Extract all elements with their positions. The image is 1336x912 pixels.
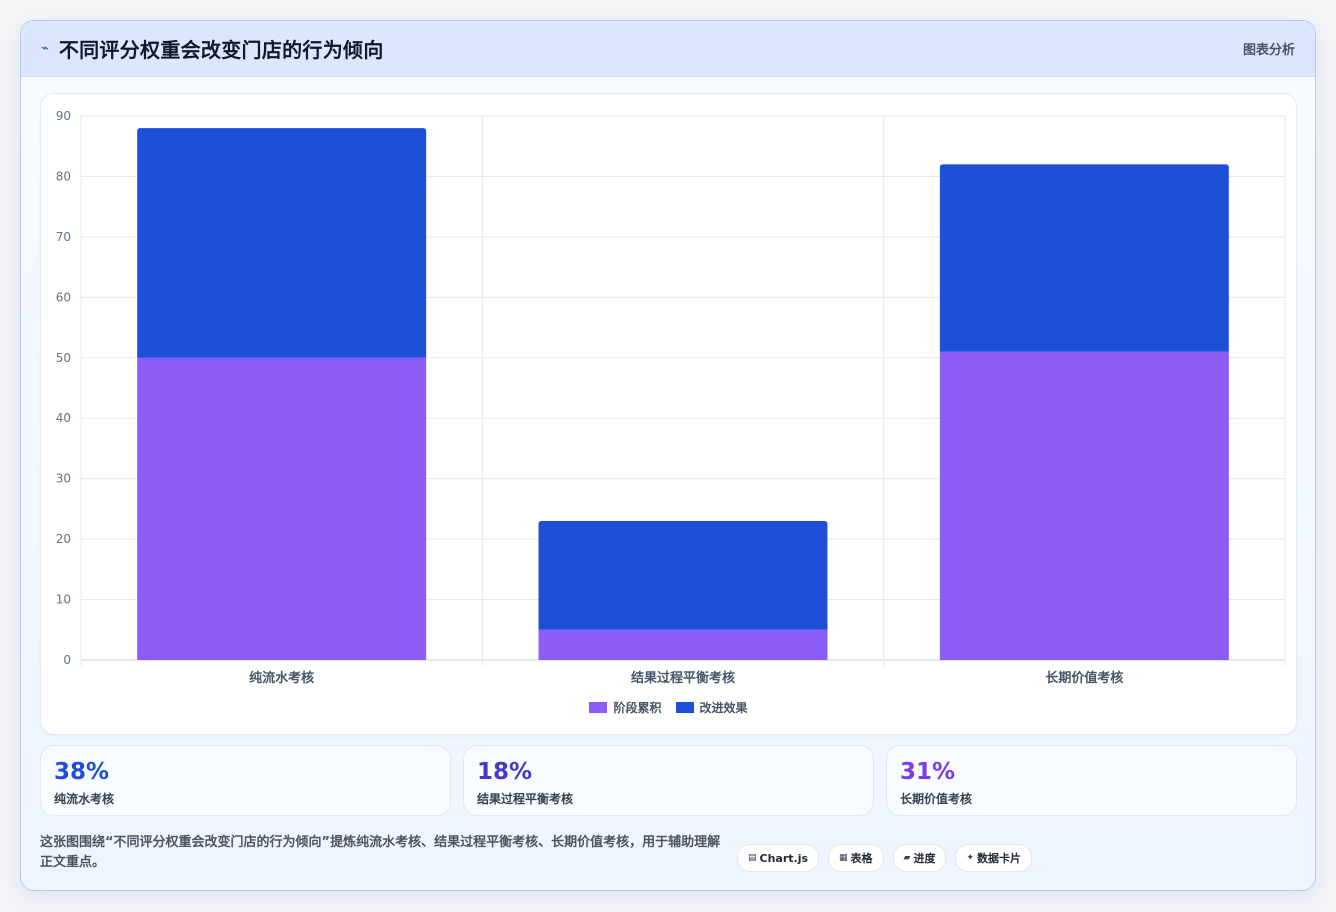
bar-segment [538,520,828,630]
bar-segment [137,357,427,660]
stat-label: 纯流水考核 [54,792,115,806]
y-tick-label: 70 [56,230,71,244]
stat-card: 31% 长期价值考核 [886,745,1297,816]
chart-wave-icon: ⌁ [41,41,49,56]
y-tick-label: 0 [63,653,71,667]
bar-segment [137,128,427,358]
stat-value: 18% [477,759,533,785]
x-tick-label: 长期价值考核 [1045,670,1123,686]
table-icon: ▦ [839,853,848,863]
card-icon: ✦ [966,853,975,863]
y-tick-label: 90 [56,109,71,123]
y-tick-label: 10 [56,593,71,607]
x-tick-label: 纯流水考核 [249,670,314,686]
tag-chips: ▤ Chart.js ▦ 表格 ▰ 进度 ✦ 数据卡片 [737,844,1033,872]
y-tick-label: 50 [56,351,71,365]
y-tick-label: 40 [56,411,71,425]
stat-label: 结果过程平衡考核 [477,792,574,806]
legend-item[interactable]: 改进效果 [675,699,748,716]
stat-value: 31% [900,759,956,785]
chip-label: Chart.js [759,851,809,865]
chart-icon: ▤ [748,853,757,863]
bar-segment [939,351,1229,660]
legend-swatch [589,701,608,713]
chart-analysis-link[interactable]: 图表分析 [1242,43,1295,58]
legend-item[interactable]: 阶段累积 [589,699,662,716]
y-tick-label: 30 [56,472,71,486]
card-header: ⌁ 不同评分权重会改变门店的行为倾向 图表分析 [21,21,1315,77]
chart-panel: 0 10 20 30 40 50 60 70 80 90 纯流水考核 结果过程平衡考核 长期价值考核 阶… [40,93,1297,735]
bar-segment [939,164,1229,352]
stacked-bar-chart: 0 10 20 30 40 50 60 70 80 90 纯流水考核 结果过程平衡考核 长期价值考核 [56,109,1286,686]
stats-row: 38% 纯流水考核 18% 结果过程平衡考核 31% 长期价值考核 [40,745,1297,818]
stat-card: 18% 结果过程平衡考核 [463,745,874,816]
progress-icon: ▰ [903,853,911,863]
stat-label: 长期价值考核 [900,792,973,806]
chip-table[interactable]: ▦ 表格 [828,844,884,872]
y-tick-label: 20 [56,532,71,546]
chip-label: 表格 [850,852,873,865]
bar-segment [538,629,828,660]
x-tick-label: 结果过程平衡考核 [631,670,735,686]
chart-description: 这张图围绕“不同评分权重会改变门店的行为倾向”提炼纯流水考核、结果过程平衡考核、… [40,835,721,870]
chip-label: 数据卡片 [977,852,1022,865]
title-wrap: ⌁ 不同评分权重会改变门店的行为倾向 [41,34,384,63]
stat-card: 38% 纯流水考核 [40,745,451,816]
legend-swatch [675,701,694,713]
chip-data-card[interactable]: ✦ 数据卡片 [955,844,1033,872]
chip-chartjs[interactable]: ▤ Chart.js [737,844,820,872]
y-tick-label: 60 [56,290,71,304]
y-tick-label: 80 [56,169,71,183]
stat-value: 38% [54,759,110,785]
chip-label: 进度 [913,852,936,865]
chart-legend: 阶段累积 改进效果 [41,697,1296,717]
chart-card: ⌁ 不同评分权重会改变门店的行为倾向 图表分析 0 10 20 30 40 50 60 70 8… [20,20,1316,891]
chip-progress[interactable]: ▰ 进度 [892,844,947,872]
legend-label: 改进效果 [699,700,748,715]
page-title: 不同评分权重会改变门店的行为倾向 [58,38,384,62]
legend-label: 阶段累积 [613,700,662,715]
